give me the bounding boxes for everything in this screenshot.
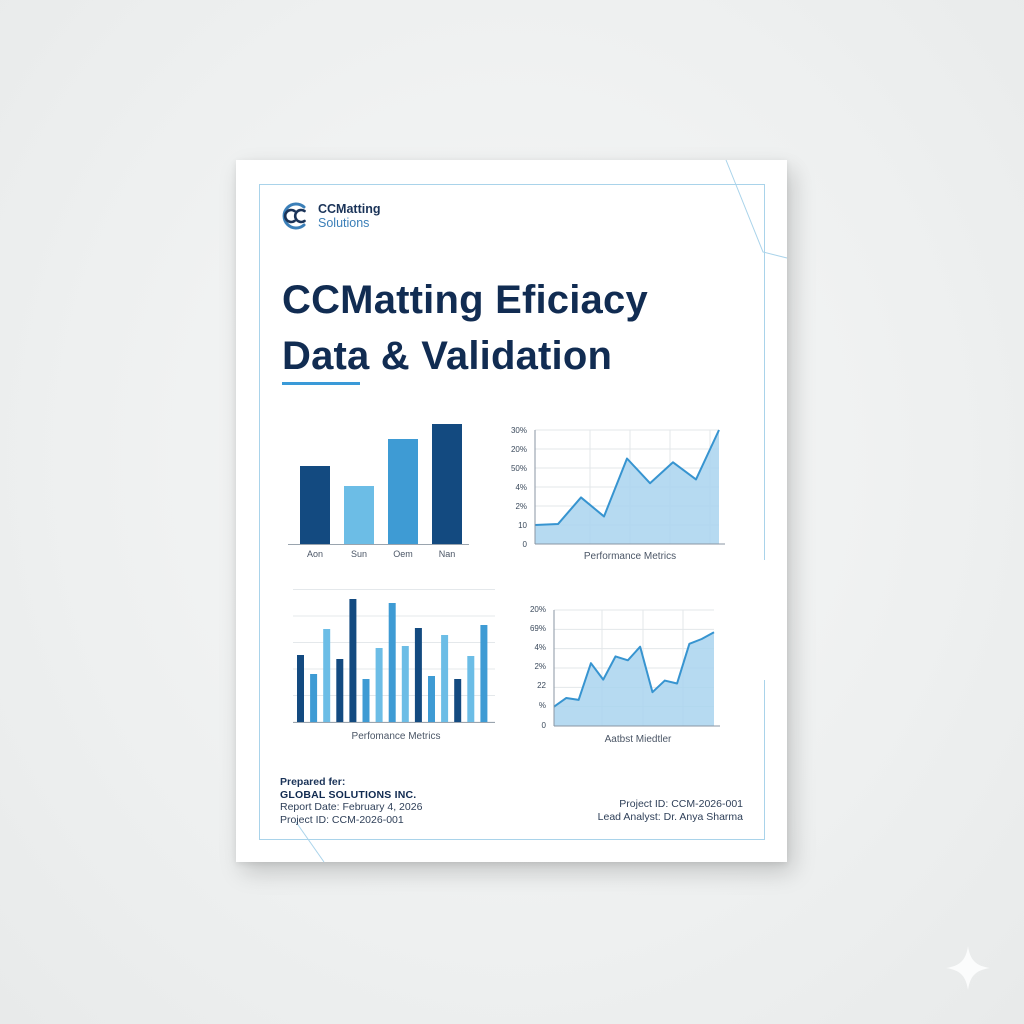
y-tick-label: 50% [510, 464, 527, 473]
y-tick-label: 30% [510, 426, 527, 435]
y-tick-label: 10 [518, 521, 527, 530]
brand-subtitle: Solutions [318, 216, 370, 230]
y-tick-label: 20% [529, 605, 546, 614]
frame-bottom [259, 839, 765, 840]
x-tick-label: Nan [438, 549, 456, 559]
report-date: Report Date: February 4, 2026 [280, 801, 423, 813]
x-tick-label: Sun [350, 549, 367, 559]
frame-right-upper [764, 184, 765, 560]
y-tick-label: 2% [515, 502, 527, 511]
prepared-for-label: Prepared fer: [280, 776, 346, 788]
client-name: GLOBAL SOLUTIONS INC. [280, 788, 417, 801]
y-tick-label: 2% [534, 662, 546, 671]
y-tick-label: 0 [541, 721, 546, 730]
prepared-for-block: Prepared fer: GLOBAL SOLUTIONS INC. Repo… [280, 776, 422, 826]
chart-caption: Performance Metrics [583, 551, 677, 562]
cc-logo-icon [282, 202, 306, 230]
project-id-right: Project ID: CCM-2026-001 [619, 798, 743, 810]
page-title: CCMatting Eficiacy Data & Validation [282, 272, 648, 384]
project-info-block: Project ID: CCM-2026-001 Lead Analyst: D… [598, 798, 743, 824]
y-tick-label: 4% [534, 643, 546, 652]
x-tick-label: Oem [393, 549, 413, 559]
frame-right-lower [764, 680, 765, 840]
title-underline [282, 382, 360, 385]
y-tick-label: 20% [510, 445, 527, 454]
frame-top [259, 184, 765, 185]
y-tick-label: 22 [537, 681, 546, 690]
x-tick-label: Aon [306, 549, 323, 559]
title-line-2: Data & Validation [282, 334, 613, 378]
y-tick-label: 4% [515, 483, 527, 492]
y-tick-label: 0 [522, 540, 527, 549]
y-tick-label: % [538, 701, 546, 710]
brand-logo: CCMatting Solutions [280, 199, 381, 233]
sparkle-icon [946, 946, 990, 990]
lead-analyst: Lead Analyst: Dr. Anya Sharma [597, 811, 743, 823]
project-id-left: Project ID: CCM-2026-001 [280, 813, 404, 826]
chart-caption: Perfomance Metrics [351, 731, 441, 742]
title-line-1: CCMatting Eficiacy [282, 278, 648, 322]
chart-caption: Aatbst Miedtler [604, 734, 672, 745]
y-tick-label: 69% [529, 624, 546, 633]
frame-left [259, 184, 260, 840]
brand-name: CCMatting [318, 202, 381, 216]
